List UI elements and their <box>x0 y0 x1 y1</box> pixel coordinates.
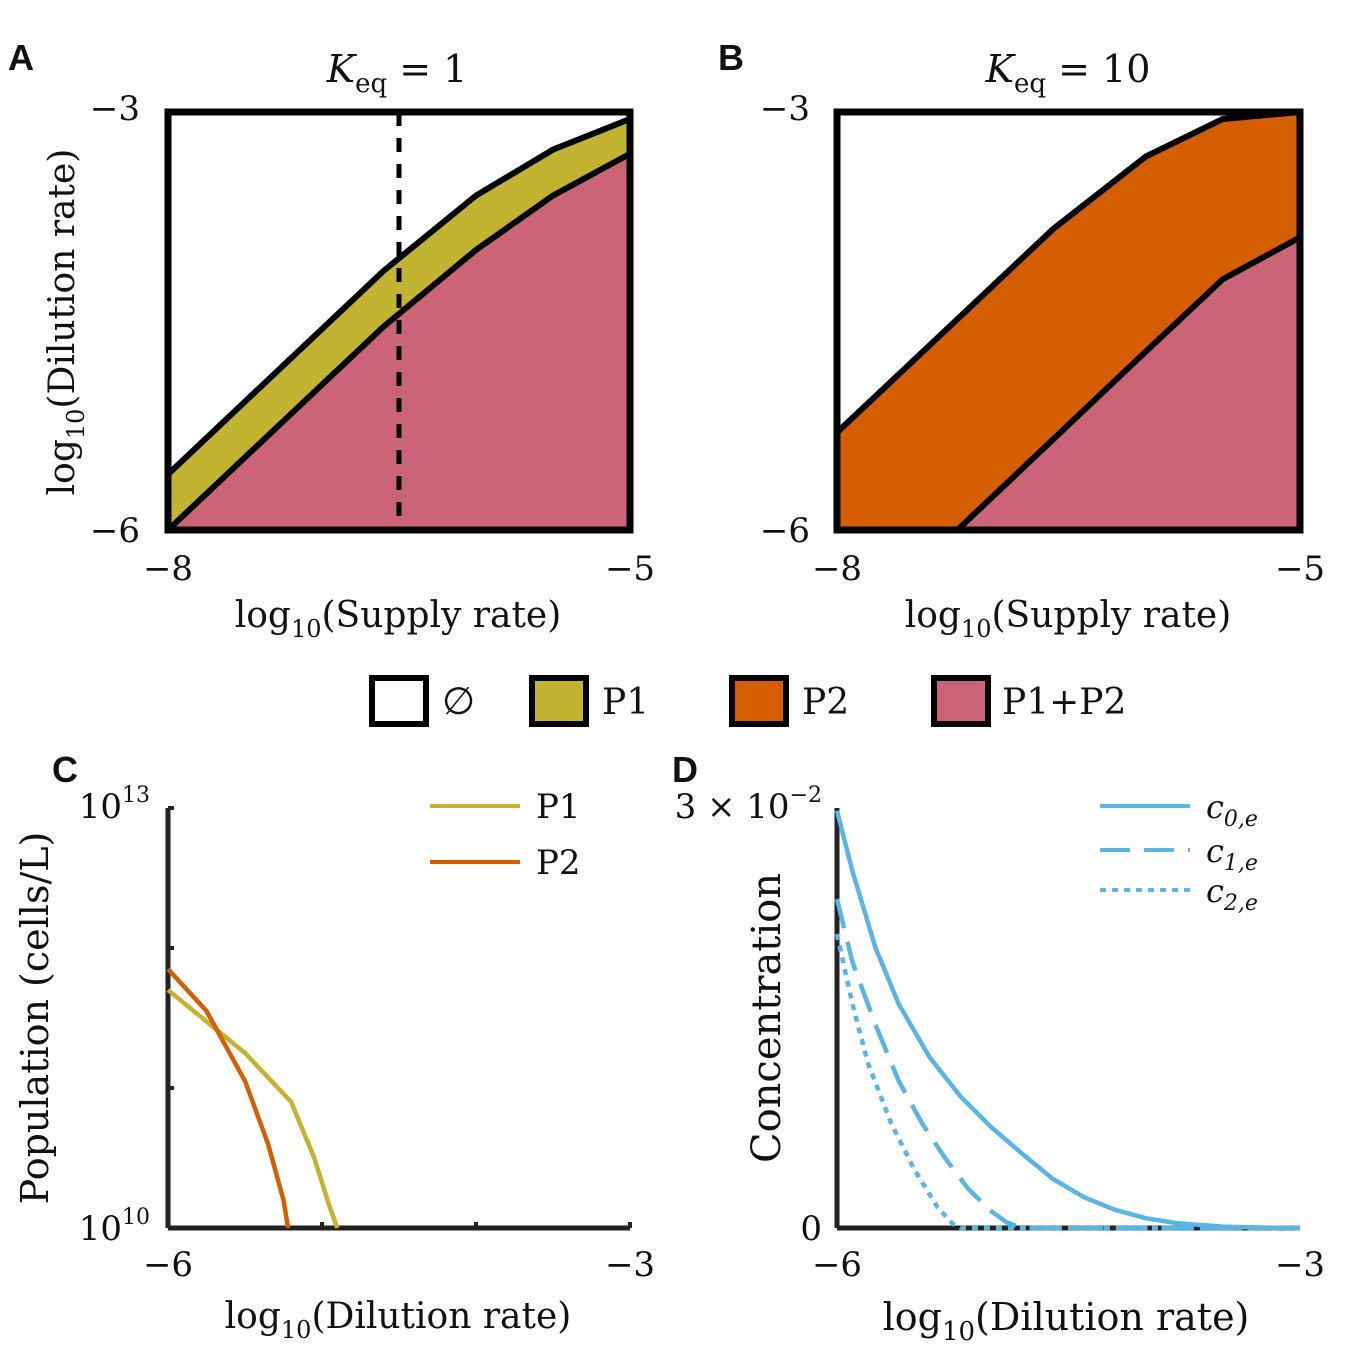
upper-boundary-line <box>165 116 632 477</box>
legend-swatch-p2 <box>729 675 789 727</box>
legend-label-c0e: c0,e <box>1206 788 1258 832</box>
panel-c: 1013 1010 −6 −3 log10(Dilution rate) Pop… <box>13 783 655 1344</box>
legend-label-c2e: c2,e <box>1206 872 1258 916</box>
legend-label-p1p2: P1+P2 <box>1002 682 1126 723</box>
legend-label-p1: P1 <box>602 682 649 723</box>
plot-frame <box>164 108 634 534</box>
panel-a-title: Keq = 1 <box>326 47 468 99</box>
panel-d-legend: c0,e c1,e c2,e <box>1100 788 1258 916</box>
panel-b-ytick-top: −3 <box>760 89 810 129</box>
panel-b-ytick-bottom: −6 <box>760 511 810 551</box>
lower-boundary-line <box>955 234 1302 533</box>
legend-label-p2: P2 <box>802 682 849 723</box>
panel-d-xtick-right: −3 <box>1275 1245 1325 1285</box>
panel-c-legend: P1 P2 <box>430 787 581 883</box>
panel-a: Keq = 1 −3 −6 −8 −5 log10(Supply rate) l… <box>42 47 655 643</box>
panel-c-ytick-top: 1013 <box>79 783 150 827</box>
panel-d-xlabel: log10(Dilution rate) <box>883 1295 1250 1347</box>
panel-c-xtick-left: −6 <box>143 1245 193 1285</box>
legend-swatch-p1 <box>529 675 589 727</box>
panel-d: 3 × 10−2 0 −6 −3 log10(Dilution rate) Co… <box>675 783 1326 1347</box>
panel-c-xlabel: log10(Dilution rate) <box>225 1296 572 1344</box>
legend-label-c1e: c1,e <box>1206 832 1258 876</box>
panel-a-xtick-left: −8 <box>143 549 193 589</box>
panel-c-ytick-bottom: 1010 <box>79 1205 150 1249</box>
legend-swatch-none <box>369 675 429 727</box>
panel-d-ytick-bottom: 0 <box>800 1209 822 1249</box>
series-line-c2e <box>834 933 1300 1231</box>
panel-a-xtick-right: −5 <box>605 549 655 589</box>
panel-label-c: C <box>52 749 78 790</box>
panel-a-ylabel: log10(Dilution rate) <box>42 149 90 496</box>
series-line-p1 <box>166 988 340 1229</box>
series-line-p2 <box>166 967 291 1229</box>
panel-b-title: Keq = 10 <box>985 47 1151 99</box>
plot-frame <box>833 108 1304 534</box>
panel-label-d: D <box>672 749 698 790</box>
region-p1p2 <box>957 237 1300 530</box>
panel-b-xlabel: log10(Supply rate) <box>905 595 1232 643</box>
panel-b: Keq = 10 −3 −6 −8 −5 log10(Supply rate) <box>760 47 1325 643</box>
upper-boundary-line <box>834 109 1301 435</box>
panel-c-plot <box>165 806 632 1231</box>
panel-a-ytick-top: −3 <box>90 89 140 129</box>
lower-boundary-line <box>165 151 632 533</box>
panel-d-ytick-top: 3 × 10−2 <box>675 783 822 827</box>
panel-d-xtick-left: −6 <box>812 1245 862 1285</box>
panel-b-plot <box>833 108 1304 534</box>
legend-label-c-p2: P2 <box>536 843 581 883</box>
panel-label-a: A <box>8 37 34 78</box>
panel-label-b: B <box>718 37 744 78</box>
region-p1p2 <box>168 153 630 531</box>
region-legend: ∅ P1 P2 P1+P2 <box>369 675 1126 727</box>
panel-c-xtick-right: −3 <box>605 1245 655 1285</box>
legend-swatch-p1p2 <box>931 675 991 727</box>
panel-c-ylabel: Population (cells/L) <box>13 832 57 1205</box>
panel-a-xlabel: log10(Supply rate) <box>235 595 562 643</box>
panel-a-ytick-bottom: −6 <box>90 511 140 551</box>
panel-d-ylabel: Concentration <box>744 873 790 1163</box>
panel-b-xtick-left: −8 <box>812 549 862 589</box>
legend-label-none: ∅ <box>442 679 475 723</box>
panel-d-plot <box>834 808 1301 1231</box>
panel-b-xtick-right: −5 <box>1275 549 1325 589</box>
series-line-c0e <box>834 810 1301 1231</box>
panel-a-plot <box>164 108 634 534</box>
series-line-c1e <box>834 898 1300 1231</box>
legend-label-c-p1: P1 <box>536 787 581 827</box>
